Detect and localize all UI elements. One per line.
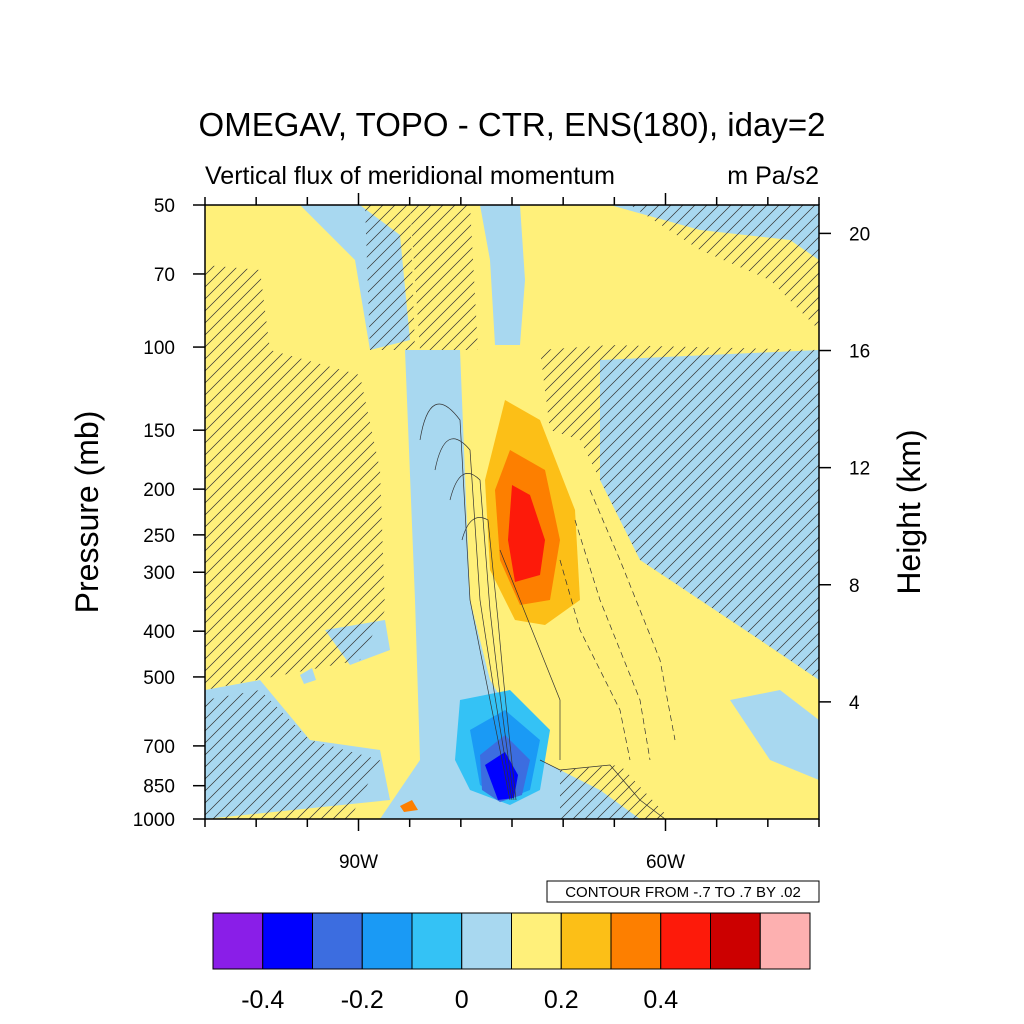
y-tick-label: 700 (143, 737, 175, 758)
colorbar-swatch (560, 912, 612, 970)
y-tick-label: 50 (154, 196, 175, 217)
y-tick-label: 200 (143, 480, 175, 501)
colorbar: -0.4 -0.2 0 0.2 0.4 (212, 912, 811, 1014)
colorbar-tick-label: 0 (455, 986, 469, 1014)
colorbar-swatch (511, 912, 562, 970)
y-tick-label: 300 (143, 563, 175, 584)
y-axis-right: 4 8 12 16 20 (819, 224, 870, 714)
y-right-tick-label: 4 (849, 693, 860, 714)
colorbar-tick-label: 0.2 (544, 986, 579, 1014)
y-tick-label: 150 (143, 421, 175, 442)
colorbar-tick-label: 0.4 (643, 986, 678, 1014)
y-tick-label: 400 (143, 622, 175, 643)
y-axis-left: 50 70 100 150 200 250 300 400 500 700 850 1000 (133, 196, 205, 831)
chart-title: OMEGAV, TOPO - CTR, ENS(180), iday=2 (199, 106, 826, 143)
contour-info-text: CONTOUR FROM -.7 TO .7 BY .02 (565, 884, 801, 901)
colorbar-tick-label: -0.4 (241, 986, 284, 1014)
colorbar-swatch (361, 912, 413, 970)
shaded-field (205, 205, 819, 819)
y-tick-label: 70 (154, 265, 175, 286)
y-right-tick-label: 20 (849, 224, 870, 245)
colorbar-swatch (212, 912, 264, 970)
colorbar-swatch (660, 912, 711, 970)
chart-subtitle-left: Vertical flux of meridional momentum (205, 162, 615, 190)
colorbar-tick-label: -0.2 (341, 986, 384, 1014)
colorbar-swatch (411, 912, 463, 970)
colorbar-swatch (312, 912, 363, 970)
x-tick-label: 90W (339, 852, 378, 873)
colorbar-swatch (759, 912, 811, 970)
y-right-tick-label: 8 (849, 576, 860, 597)
colorbar-swatch (262, 912, 313, 970)
x-axis: 90W 60W (204, 193, 820, 873)
x-tick-label: 60W (646, 852, 685, 873)
colorbar-swatch (461, 912, 512, 970)
y-tick-label: 500 (143, 668, 175, 689)
y-tick-label: 250 (143, 526, 175, 547)
contour-info-box (546, 880, 820, 903)
y-axis-title: Pressure (mb) (69, 411, 105, 614)
chart-subtitle-right: m Pa/s2 (727, 162, 819, 190)
colorbar-swatch (610, 912, 662, 970)
y-tick-label: 850 (143, 777, 175, 798)
y-tick-label: 100 (143, 338, 175, 359)
y-right-tick-label: 12 (849, 459, 870, 480)
colorbar-swatch (710, 912, 761, 970)
y-tick-label: 1000 (133, 810, 175, 831)
y-axis-right-title: Height (km) (891, 429, 927, 594)
y-right-tick-label: 16 (849, 342, 870, 363)
